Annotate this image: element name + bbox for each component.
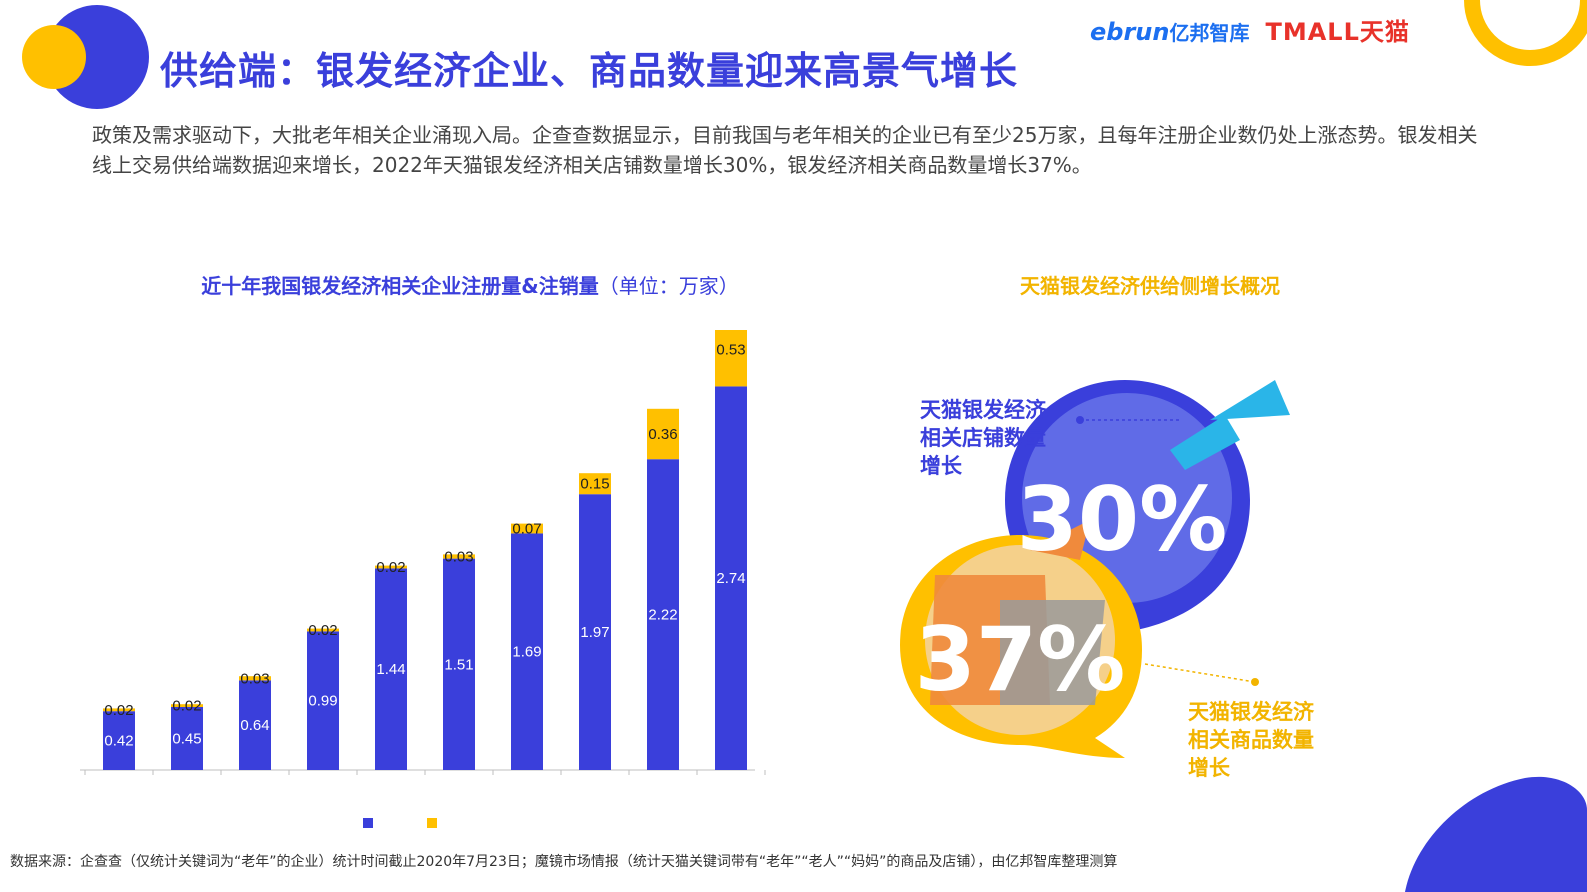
bar-label-registered: 0.99 (308, 693, 337, 710)
right-panel-title: 天猫银发经济供给侧增长概况 (1020, 274, 1280, 298)
bar-label-registered: 0.64 (240, 717, 269, 734)
bar-label-cancelled: 0.07 (512, 521, 541, 538)
bar-label-cancelled: 0.36 (648, 426, 677, 443)
bar-registered (307, 631, 339, 770)
legend-swatch-cancelled (427, 818, 437, 828)
bar-registered (239, 680, 271, 770)
tmall-logo: TMALL天猫 (1265, 18, 1410, 46)
legend-swatch-registered (363, 818, 373, 828)
bar-label-cancelled: 0.15 (580, 476, 609, 493)
bar-cancelled (375, 565, 407, 569)
goods-growth-value: 37% (915, 608, 1126, 711)
bar-registered (103, 711, 135, 770)
goods-arrow-icon (1030, 520, 1090, 560)
bar-label-registered: 2.22 (648, 607, 677, 624)
bar-registered (375, 568, 407, 770)
bar-registered (511, 533, 543, 770)
brand-logos: ebrun亿邦智库 TMALL天猫 (1090, 12, 1410, 47)
bar-cancelled (647, 408, 679, 460)
goods-growth-label: 天猫银发经济 相关商品数量 增长 (1188, 700, 1314, 780)
bar-cancelled (715, 330, 747, 387)
bar-cancelled (307, 628, 339, 632)
bar-label-cancelled: 0.02 (308, 622, 337, 639)
yibang-logo: 亿邦智库 (1169, 21, 1250, 45)
stores-growth-label: 天猫银发经济 相关店铺数量 增长 (920, 398, 1046, 478)
stores-growth-value: 30% (1017, 468, 1228, 571)
bar-chart: 0.42 0.02 0.45 0.02 0.64 0.03 0.99 0.02 1.44 0.02… (80, 330, 766, 775)
bar-registered (647, 459, 679, 770)
bar-label-registered: 1.51 (444, 656, 473, 673)
bar-label-registered: 1.69 (512, 644, 541, 661)
decor-bottom-right-blob (1405, 776, 1587, 892)
bar-cancelled (239, 676, 271, 681)
bar-registered (443, 558, 475, 770)
bar-cancelled (511, 523, 543, 534)
bar-cancelled (579, 473, 611, 495)
bar-label-registered: 2.74 (716, 570, 745, 587)
growth-bubbles: 30% 37% (900, 380, 1290, 758)
chart-unit: （单位：万家） (598, 274, 739, 298)
bar-registered (171, 707, 203, 770)
bar-label-cancelled: 0.53 (716, 341, 745, 358)
bar-label-cancelled: 0.02 (172, 698, 201, 715)
bar-label-cancelled: 0.03 (444, 549, 473, 566)
bar-label-cancelled: 0.02 (376, 559, 405, 576)
bar-label-registered: 0.45 (172, 731, 201, 748)
bar-label-registered: 0.42 (104, 733, 133, 750)
shopping-bag-icon-2 (1000, 600, 1105, 705)
bar-cancelled (171, 704, 203, 707)
chart-title-text: 近十年我国银发经济相关企业注册量&注销量 (201, 274, 599, 298)
bar-label-registered: 1.44 (376, 661, 405, 678)
bar-registered (579, 494, 611, 770)
chart-title: 近十年我国银发经济相关企业注册量&注销量（单位：万家） (0, 270, 940, 299)
bar-registered (715, 386, 747, 770)
bar-cancelled (443, 554, 475, 559)
stores-arrow-icon (1170, 380, 1290, 470)
bar-cancelled (103, 708, 135, 712)
decor-top-right-ring (1464, 0, 1587, 66)
bar-label-cancelled: 0.03 (240, 670, 269, 687)
bar-label-registered: 1.97 (580, 624, 609, 641)
footnote: 数据来源：企查查（仅统计关键词为“老年”的企业）统计时间截止2020年7月23日… (10, 854, 1118, 870)
bar-label-cancelled: 0.02 (104, 702, 133, 719)
ebrun-logo: ebrun (1090, 18, 1170, 46)
decor-top-left (22, 5, 149, 109)
page-title: 供给端：银发经济企业、商品数量迎来高景气增长 (160, 49, 1019, 93)
intro-paragraph: 政策及需求驱动下，大批老年相关企业涌现入局。企查查数据显示，目前我国与老年相关的… (92, 123, 1478, 177)
